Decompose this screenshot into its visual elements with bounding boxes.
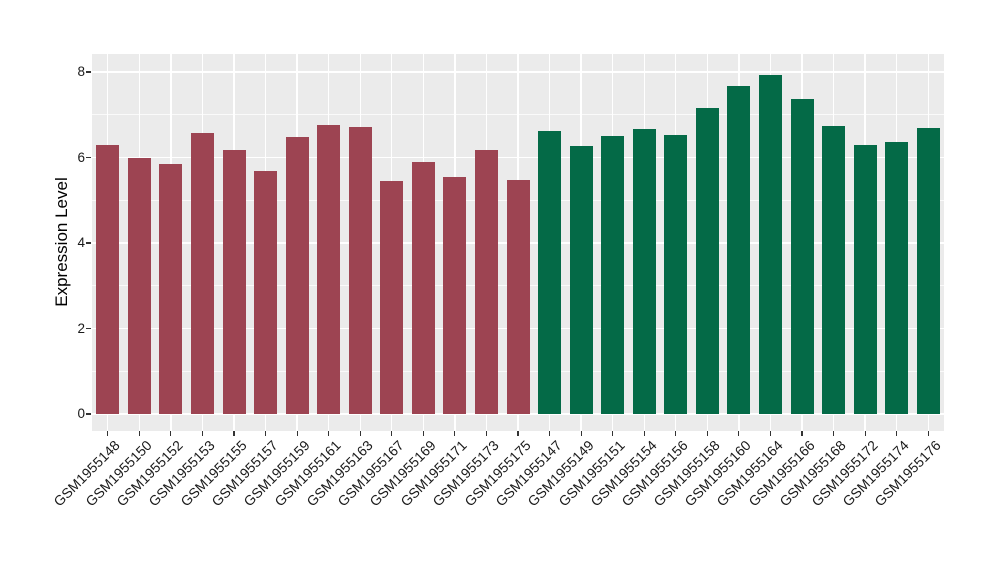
x-tick-mark — [832, 431, 835, 436]
x-tick-mark — [138, 431, 140, 436]
y-tick-label: 2 — [77, 320, 85, 336]
bar — [601, 136, 625, 414]
y-tick-mark — [86, 413, 91, 415]
x-tick-mark — [580, 431, 582, 436]
x-tick-mark — [359, 431, 361, 436]
bar — [538, 131, 562, 414]
x-tick-mark — [485, 431, 488, 436]
x-tick-mark — [706, 431, 708, 436]
y-tick-label: 0 — [77, 406, 85, 421]
bar — [790, 98, 814, 414]
x-tick-mark — [548, 431, 551, 436]
y-tick-label: 8 — [77, 64, 85, 79]
x-tick-mark — [233, 431, 235, 436]
bar — [443, 176, 467, 414]
bar — [285, 136, 309, 414]
x-tick-mark — [391, 431, 393, 436]
x-tick-mark — [927, 431, 929, 436]
y-tick-mark — [86, 327, 91, 330]
bar — [127, 157, 151, 414]
bar — [727, 85, 751, 414]
bar — [254, 170, 278, 414]
bar — [885, 141, 909, 414]
bar — [190, 132, 214, 414]
x-tick-mark — [896, 431, 898, 436]
bar — [758, 75, 782, 414]
y-tick-label: 6 — [77, 149, 85, 165]
x-tick-mark — [328, 431, 330, 436]
bar — [632, 129, 656, 414]
bar — [317, 124, 341, 414]
bar — [695, 107, 719, 414]
x-tick-mark — [643, 431, 645, 436]
bar — [664, 135, 688, 414]
bar — [822, 125, 846, 414]
bar — [916, 128, 940, 414]
bar — [96, 144, 120, 414]
y-tick-mark — [86, 156, 91, 159]
x-tick-mark — [675, 431, 677, 436]
x-tick-mark — [296, 431, 298, 436]
y-tick-mark — [86, 242, 91, 244]
x-tick-mark — [170, 431, 172, 436]
y-tick-mark — [86, 71, 91, 73]
bar — [159, 163, 183, 414]
x-tick-mark — [864, 431, 866, 436]
x-tick-mark — [454, 431, 456, 436]
bar — [411, 162, 435, 414]
y-tick-label: 4 — [77, 235, 85, 250]
x-tick-mark — [107, 431, 109, 436]
x-tick-mark — [769, 431, 772, 436]
bar — [222, 149, 246, 414]
x-tick-mark — [264, 431, 267, 436]
bar — [474, 149, 498, 414]
bar — [569, 145, 593, 414]
x-tick-mark — [422, 431, 424, 436]
bar — [380, 180, 404, 414]
x-tick-mark — [612, 431, 614, 436]
plot-panel — [92, 54, 944, 431]
x-tick-mark — [801, 431, 803, 436]
x-tick-mark — [517, 431, 519, 436]
bar — [348, 126, 372, 414]
x-tick-mark — [201, 431, 204, 436]
bar — [506, 180, 530, 414]
x-tick-mark — [738, 431, 740, 436]
bar — [853, 144, 877, 414]
